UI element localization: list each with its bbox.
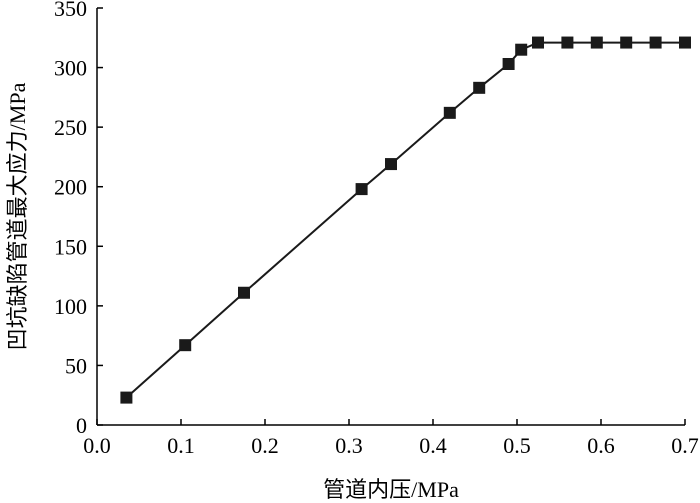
data-point	[443, 106, 456, 119]
data-point	[473, 81, 486, 94]
x-tick-label: 0.7	[671, 433, 699, 458]
x-axis-title: 管道内压/MPa	[323, 477, 459, 502]
x-tick-label: 0.0	[83, 433, 111, 458]
data-point	[590, 36, 603, 49]
y-axis-title: 凹坑缺陷管道最大应力/MPa	[5, 82, 30, 350]
y-tick-label: 50	[65, 353, 87, 378]
data-point	[385, 158, 397, 171]
data-point	[502, 57, 515, 70]
y-tick-label: 350	[54, 0, 87, 21]
x-tick-label: 0.3	[335, 433, 363, 458]
data-point	[679, 36, 691, 49]
series-line	[125, 41, 685, 399]
data-point	[532, 36, 544, 49]
y-ticks: 0 50 100 150 200 250 300 350	[54, 0, 103, 438]
y-tick-label: 100	[54, 294, 87, 319]
data-point	[561, 36, 574, 49]
data-point	[515, 43, 528, 56]
data-point	[238, 286, 250, 299]
y-tick-label: 200	[54, 175, 87, 200]
series-layer	[120, 36, 691, 404]
x-tick-label: 0.6	[587, 433, 615, 458]
data-point	[649, 36, 662, 49]
x-tick-label: 0.2	[251, 433, 279, 458]
x-tick-label: 0.1	[167, 433, 195, 458]
y-tick-label: 300	[54, 56, 87, 81]
x-tick-label: 0.5	[503, 433, 531, 458]
data-point	[620, 36, 633, 49]
data-point	[355, 183, 368, 196]
data-point	[120, 391, 133, 404]
y-tick-label: 0	[76, 413, 87, 438]
x-ticks: 0.0 0.1 0.2 0.3 0.4 0.5 0.6 0.7	[83, 419, 699, 458]
y-tick-label: 150	[54, 234, 87, 259]
x-tick-label: 0.4	[419, 433, 447, 458]
y-tick-label: 250	[54, 115, 87, 140]
axes	[96, 8, 685, 426]
data-point	[179, 339, 192, 352]
